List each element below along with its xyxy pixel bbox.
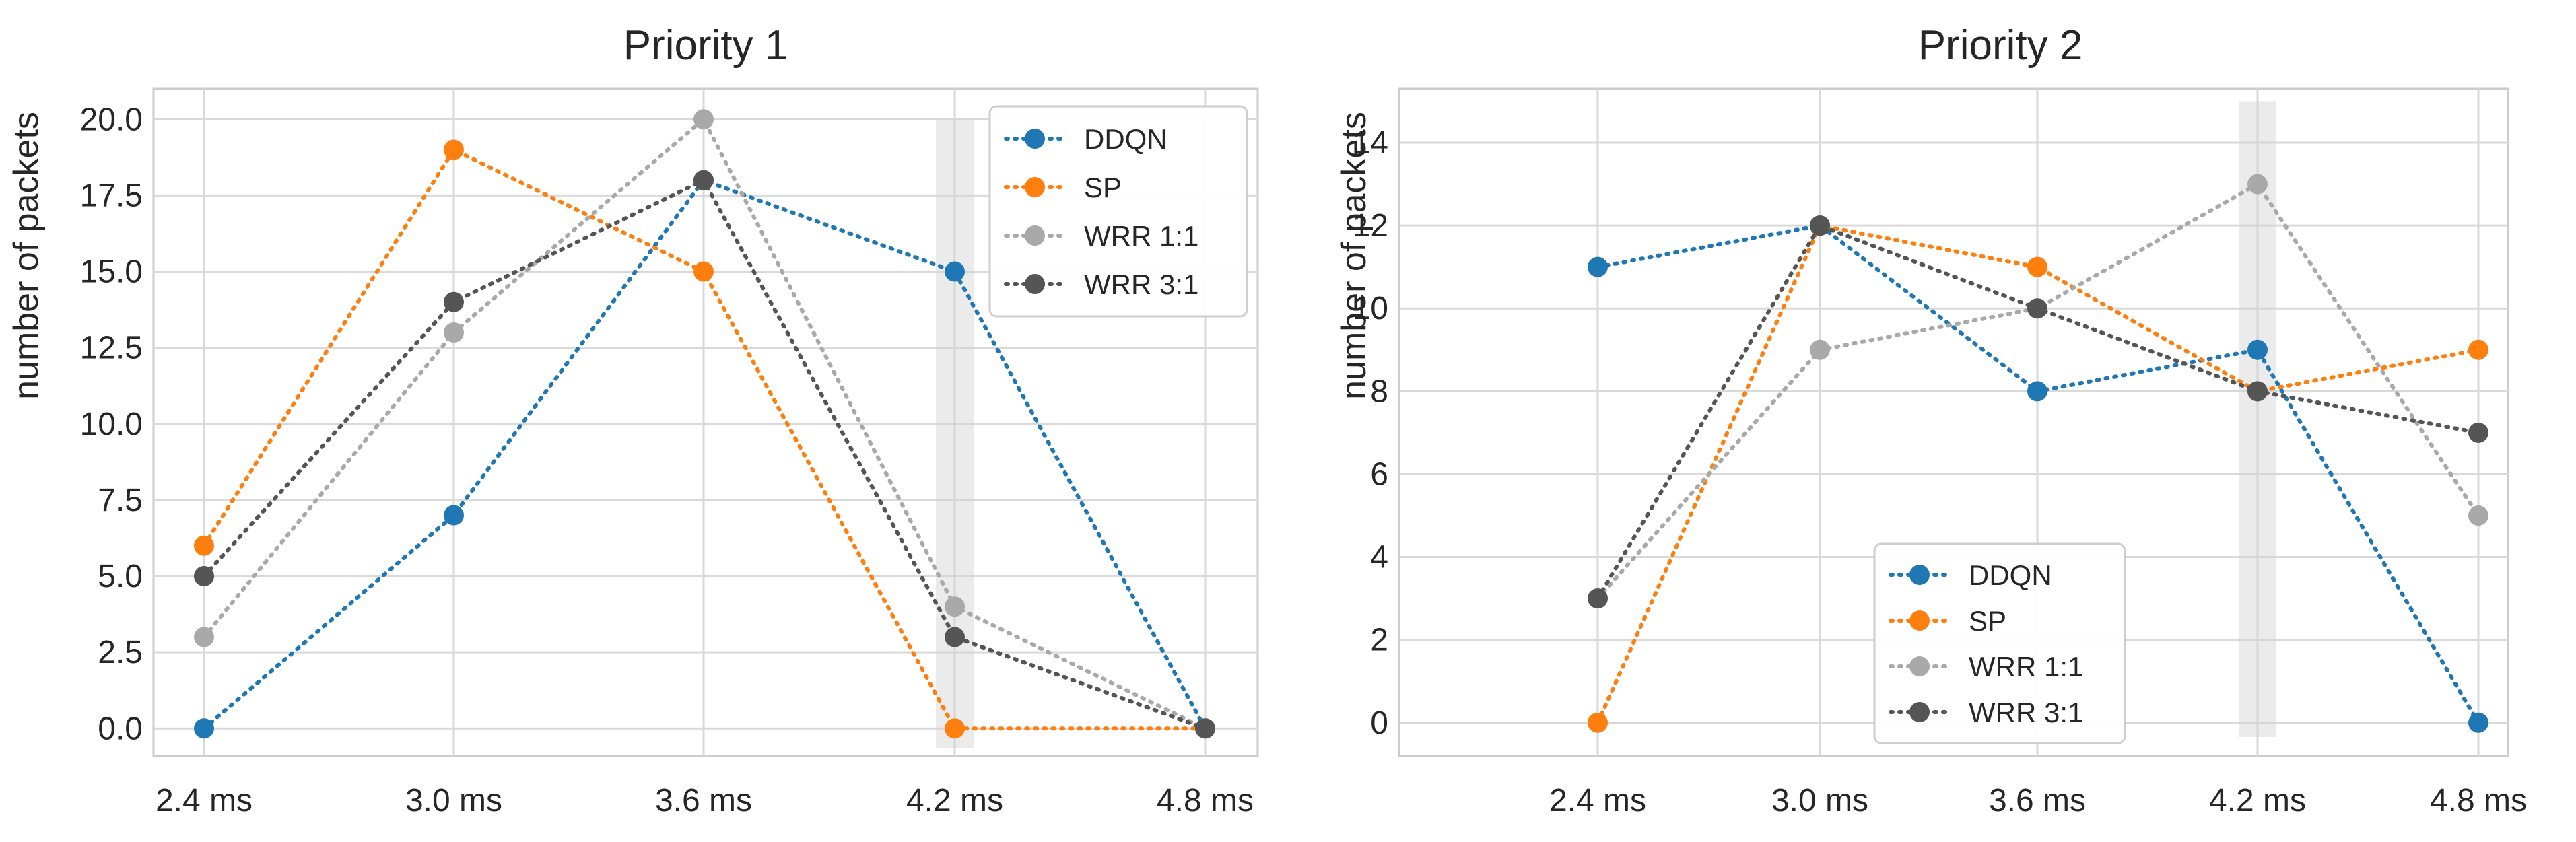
series-line-wrr-1-1 <box>202 116 1207 731</box>
data-point-wrr-3-1 <box>444 291 464 312</box>
y-tick-label: 0.0 <box>98 711 143 746</box>
legend-label-sp: SP <box>1969 605 2006 637</box>
y-tick-label: 12 <box>1353 208 1388 244</box>
data-point-wrr-3-1 <box>693 170 714 190</box>
chart-panel-1: 0.0 2.5 5.0 7.5 10.0 12.5 15.0 17.5 20.0 2.4 ms 3.… <box>7 22 1259 818</box>
x-tick-label: 4.8 ms <box>1157 783 1254 818</box>
legend-marker-ddqn <box>1025 129 1045 149</box>
data-point-ddqn <box>2247 339 2268 360</box>
data-point-sp <box>444 139 464 160</box>
data-point-ddqn <box>945 261 965 282</box>
data-point-wrr-3-1 <box>1195 718 1215 739</box>
legend-marker-wrr-3-1 <box>1909 702 1930 722</box>
legend-label-ddqn: DDQN <box>1084 123 1167 155</box>
legend-label-wrr-1-1: WRR 1:1 <box>1084 220 1198 252</box>
x-tick-label: 4.2 ms <box>906 783 1003 818</box>
chart-title: Priority 1 <box>623 22 788 69</box>
data-point-wrr-3-1 <box>2468 422 2488 443</box>
data-point-ddqn <box>194 718 214 739</box>
y-tick-label: 6 <box>1370 456 1388 492</box>
data-point-ddqn <box>2468 712 2488 733</box>
legend-label-wrr-3-1: WRR 3:1 <box>1969 697 2083 728</box>
y-tick-label: 2 <box>1370 623 1388 658</box>
series-line-sp <box>1596 223 2480 725</box>
y-tick-label: 12.5 <box>80 330 143 366</box>
highlight-band <box>936 119 974 748</box>
data-point-ddqn <box>2027 381 2047 402</box>
data-point-ddqn <box>1588 256 1608 277</box>
y-tick-label: 15.0 <box>80 254 143 290</box>
legend: DDQN SP WRR 1:1 WRR 3:1 <box>988 105 1248 318</box>
legend-marker-wrr-1-1 <box>1025 225 1045 246</box>
x-tick-label: 4.2 ms <box>2209 783 2306 818</box>
legend-marker-ddqn <box>1909 565 1930 585</box>
y-tick-label: 10 <box>1353 291 1388 326</box>
legend: DDQN SP WRR 1:1 WRR 3:1 <box>1873 542 2126 744</box>
data-point-sp <box>1588 712 1608 733</box>
data-point-wrr-3-1 <box>194 566 214 587</box>
data-point-wrr-1-1 <box>194 627 214 647</box>
data-point-wrr-1-1 <box>2247 174 2268 195</box>
y-tick-label: 20.0 <box>80 102 143 137</box>
y-tick-label: 7.5 <box>98 483 143 518</box>
data-point-sp <box>945 718 965 739</box>
y-tick-label: 14 <box>1353 125 1388 161</box>
y-tick-label: 2.5 <box>98 635 143 670</box>
legend-marker-wrr-1-1 <box>1909 656 1930 676</box>
data-point-sp <box>2468 339 2488 360</box>
data-point-sp <box>194 535 214 556</box>
x-tick-label: 3.0 ms <box>1771 783 1868 818</box>
data-point-wrr-3-1 <box>2027 298 2047 319</box>
x-tick-label: 3.6 ms <box>1989 783 2086 818</box>
y-tick-label: 10.0 <box>80 407 143 442</box>
y-axis-label: number of packets <box>7 112 46 400</box>
y-axis-label: number of packets <box>1334 112 1374 400</box>
data-point-wrr-1-1 <box>2468 505 2488 526</box>
chart-title: Priority 2 <box>1918 22 2083 69</box>
legend-box <box>988 105 1248 318</box>
y-tick-label: 8 <box>1370 374 1388 409</box>
legend-box <box>1873 542 2126 744</box>
x-tick-label: 3.0 ms <box>405 783 502 818</box>
data-point-wrr-1-1 <box>1810 339 1830 360</box>
legend-marker-wrr-3-1 <box>1025 274 1045 294</box>
legend-label-wrr-3-1: WRR 3:1 <box>1084 269 1198 300</box>
x-tick-label: 2.4 ms <box>1549 783 1646 818</box>
highlight-band <box>2239 101 2276 738</box>
legend-label-ddqn: DDQN <box>1969 559 2052 591</box>
y-tick-label: 0 <box>1370 705 1388 741</box>
legend-marker-sp <box>1025 177 1045 197</box>
data-point-wrr-1-1 <box>945 596 965 617</box>
data-point-sp <box>2027 256 2047 277</box>
y-tick-label: 5.0 <box>98 559 143 594</box>
x-tick-label: 2.4 ms <box>156 783 252 818</box>
legend-label-sp: SP <box>1084 172 1122 203</box>
data-point-wrr-3-1 <box>2247 381 2268 402</box>
x-tick-label: 3.6 ms <box>655 783 752 818</box>
data-point-wrr-1-1 <box>444 322 464 343</box>
data-point-wrr-3-1 <box>1588 588 1608 609</box>
y-tick-label: 4 <box>1370 540 1388 575</box>
x-tick-label: 4.8 ms <box>2430 783 2527 818</box>
chart-panel-2: 0 2 4 6 8 10 12 14 2.4 ms 3.0 ms 3.6 ms 4.2 ms 4.8 m… <box>1334 22 2527 818</box>
data-point-wrr-1-1 <box>693 109 714 130</box>
legend-label-wrr-1-1: WRR 1:1 <box>1969 651 2083 682</box>
data-point-wrr-3-1 <box>945 627 965 647</box>
data-point-ddqn <box>444 505 464 526</box>
data-point-sp <box>693 261 714 282</box>
legend-marker-sp <box>1909 610 1930 631</box>
y-tick-label: 17.5 <box>80 178 143 213</box>
data-point-wrr-3-1 <box>1810 215 1830 236</box>
